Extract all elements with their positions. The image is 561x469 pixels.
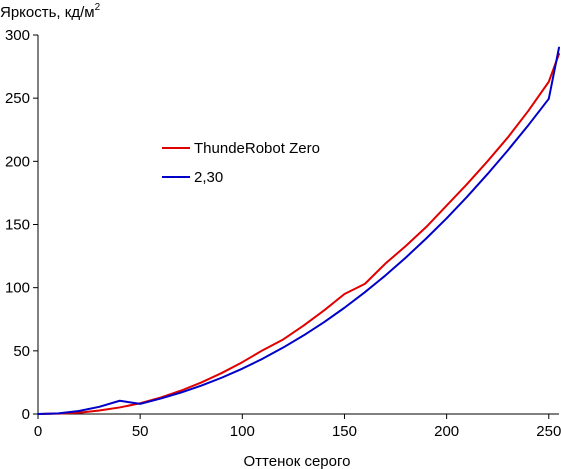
x-tick-label: 250 xyxy=(536,423,561,440)
y-axis-title-superscript: 2 xyxy=(95,2,101,13)
legend-label-2-30: 2,30 xyxy=(194,169,223,186)
y-tick-label: 300 xyxy=(5,27,30,44)
y-axis-title-text: Яркость, кд/м xyxy=(0,4,95,21)
axes xyxy=(37,35,559,415)
series-line-0 xyxy=(37,52,560,415)
x-tick-label: 50 xyxy=(132,423,149,440)
y-tick-label: 0 xyxy=(22,406,30,423)
series-lines xyxy=(37,46,560,415)
x-tick-label: 0 xyxy=(34,423,42,440)
x-axis-title: Оттенок серого xyxy=(244,453,351,469)
y-tick-label: 100 xyxy=(5,280,30,297)
series-line-1 xyxy=(37,46,560,415)
legend: ThundeRobot Zero 2,30 xyxy=(162,140,320,186)
axis-ticks: 0 50 100 150 200 250 300 0 50 100 150 200 250 xyxy=(5,27,561,440)
y-tick-label: 200 xyxy=(5,153,30,170)
legend-label-thunderobot-zero: ThundeRobot Zero xyxy=(194,140,320,157)
y-tick-label: 250 xyxy=(5,90,30,107)
x-tick-label: 100 xyxy=(230,423,255,440)
x-tick-label: 150 xyxy=(332,423,357,440)
y-tick-label: 150 xyxy=(5,217,30,234)
y-axis-title: Яркость, кд/м2 xyxy=(0,2,101,21)
y-tick-label: 50 xyxy=(13,343,30,360)
x-tick-label: 200 xyxy=(434,423,459,440)
